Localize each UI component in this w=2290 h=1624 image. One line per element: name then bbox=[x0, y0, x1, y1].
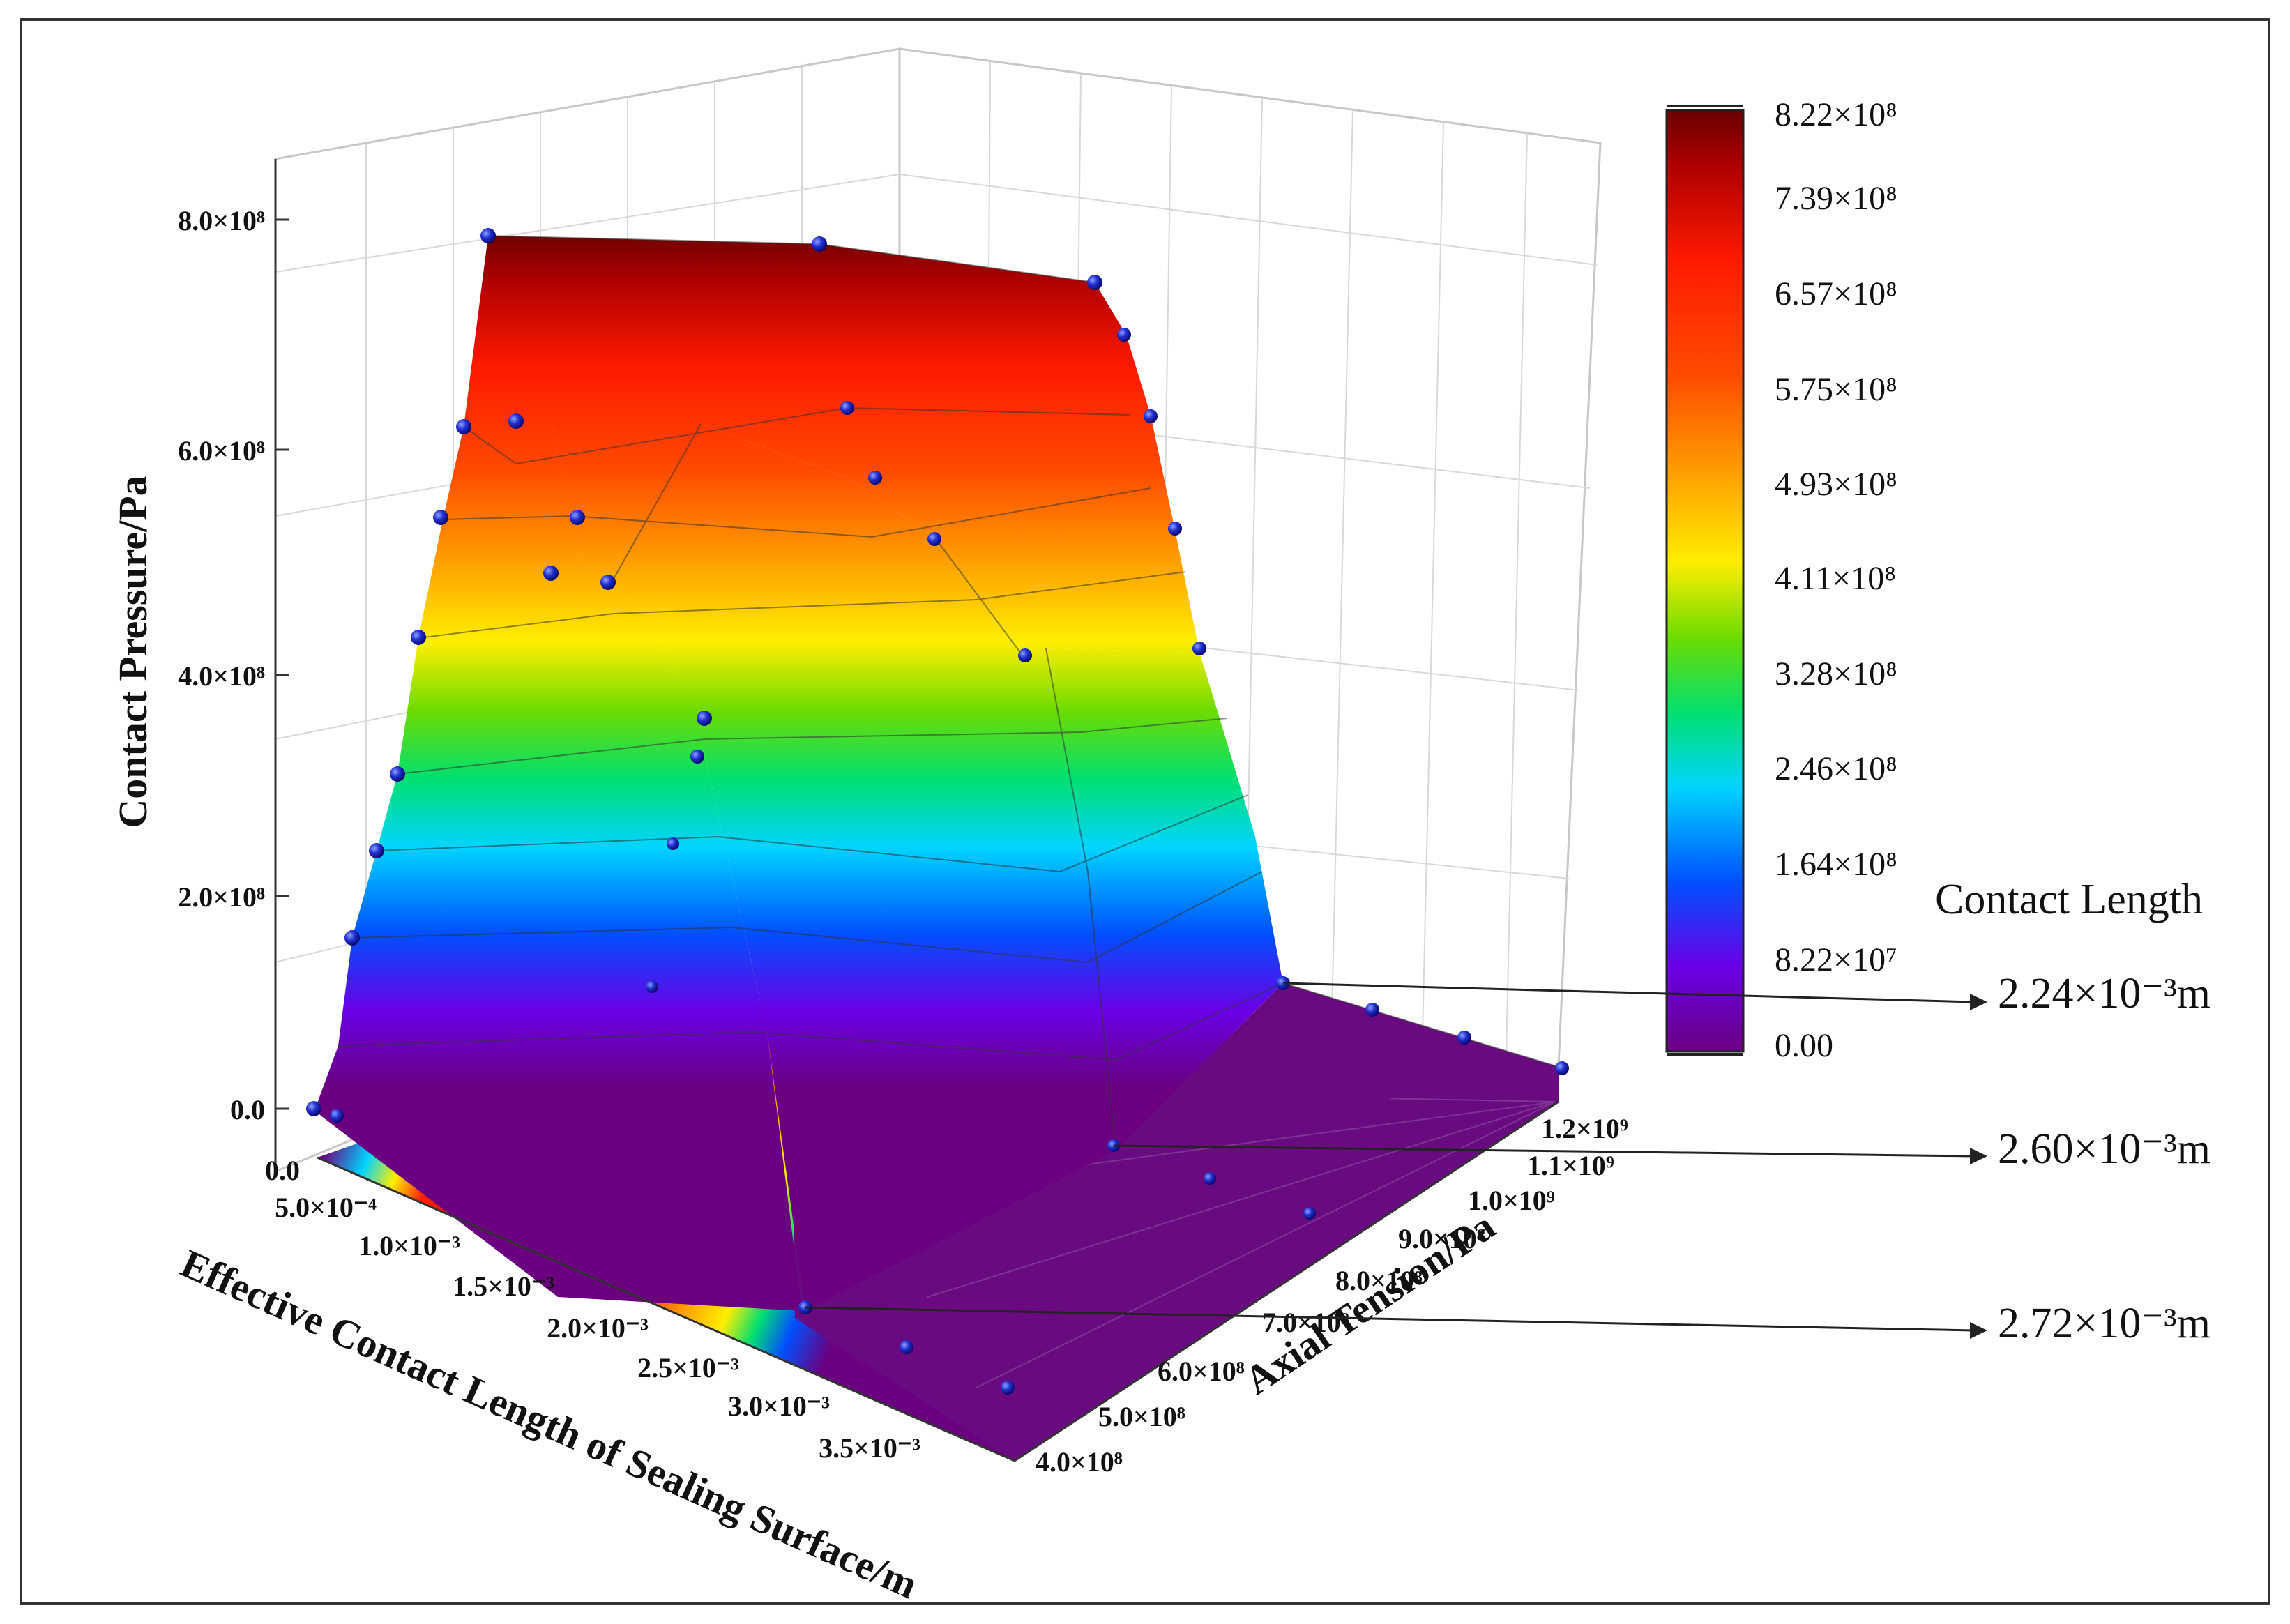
y-tick-label: 1.1×10⁹ bbox=[1527, 1150, 1614, 1181]
marker bbox=[411, 630, 426, 645]
z-tick-label: 2.0×10⁸ bbox=[178, 881, 265, 913]
colorbar-label: 8.22×10⁷ bbox=[1775, 941, 1897, 978]
marker bbox=[344, 930, 360, 946]
marker bbox=[456, 419, 471, 434]
colorbar-label: 4.93×10⁸ bbox=[1775, 466, 1897, 503]
marker bbox=[667, 837, 679, 850]
x-tick-label: 0.0 bbox=[265, 1155, 300, 1186]
y-tick-label: 1.0×10⁹ bbox=[1468, 1185, 1555, 1216]
annotation-label: 2.60×10⁻³m bbox=[1998, 1125, 2211, 1173]
colorbar-label: 7.39×10⁸ bbox=[1775, 180, 1897, 217]
z-tick-label: 4.0×10⁸ bbox=[178, 660, 265, 692]
z-tick-label: 0.0 bbox=[230, 1094, 265, 1125]
marker bbox=[330, 1109, 344, 1123]
colorbar-label: 4.11×10⁸ bbox=[1775, 560, 1896, 597]
annotation-label: 2.24×10⁻³m bbox=[1998, 970, 2211, 1017]
marker bbox=[1087, 275, 1102, 290]
colorbar-label: 5.75×10⁸ bbox=[1775, 371, 1897, 408]
marker bbox=[1168, 522, 1182, 536]
z-axis-title: Contact Pressure/Pa bbox=[110, 476, 156, 828]
marker bbox=[543, 566, 559, 581]
colorbar-label: 1.64×10⁸ bbox=[1775, 846, 1897, 883]
marker bbox=[1204, 1172, 1216, 1185]
colorbar-label: 8.22×10⁸ bbox=[1775, 96, 1897, 133]
colorbar-label: 2.46×10⁸ bbox=[1775, 750, 1897, 787]
annotation-label: 2.72×10⁻³m bbox=[1998, 1300, 2211, 1347]
x-tick-label: 2.5×10⁻³ bbox=[637, 1352, 739, 1383]
marker bbox=[390, 766, 405, 782]
marker bbox=[433, 510, 448, 525]
marker bbox=[840, 401, 854, 415]
marker bbox=[570, 510, 585, 525]
y-tick-label: 4.0×10⁸ bbox=[1036, 1446, 1123, 1478]
colorbar-label: 6.57×10⁸ bbox=[1775, 275, 1897, 312]
colorbar-gradient bbox=[1665, 109, 1745, 1053]
marker bbox=[600, 575, 616, 590]
y-tick-label: 8.0×10⁸ bbox=[1335, 1265, 1423, 1296]
x-tick-label: 3.0×10⁻³ bbox=[728, 1390, 830, 1422]
y-tick-label: 5.0×10⁸ bbox=[1098, 1401, 1185, 1432]
marker bbox=[1144, 409, 1158, 423]
marker bbox=[812, 236, 827, 252]
z-tick-label: 8.0×10⁸ bbox=[178, 205, 265, 236]
marker bbox=[369, 843, 384, 858]
colorbar-label: 0.00 bbox=[1775, 1027, 1833, 1064]
marker bbox=[508, 413, 524, 429]
x-tick-label: 1.5×10⁻³ bbox=[453, 1270, 554, 1302]
y-tick-label: 9.0×10⁸ bbox=[1398, 1223, 1485, 1254]
surface bbox=[315, 235, 1559, 1311]
annotation-title: Contact Length bbox=[1935, 876, 2203, 923]
marker bbox=[1303, 1207, 1316, 1220]
x-tick-label: 3.5×10⁻³ bbox=[819, 1432, 920, 1464]
z-axis: 8.0×10⁸ 6.0×10⁸ 4.0×10⁸ 2.0×10⁸ 0.0 Cont… bbox=[110, 159, 289, 1171]
marker bbox=[480, 228, 496, 243]
marker bbox=[1457, 1031, 1471, 1045]
x-tick-label: 2.0×10⁻³ bbox=[547, 1312, 649, 1344]
figure-border bbox=[20, 18, 2270, 1605]
marker bbox=[1555, 1061, 1569, 1075]
marker bbox=[690, 750, 704, 764]
x-tick-label: 1.0×10⁻³ bbox=[358, 1230, 460, 1261]
y-tick-label: 7.0×10⁸ bbox=[1262, 1307, 1349, 1338]
y-tick-label: 6.0×10⁸ bbox=[1158, 1356, 1245, 1387]
top-plateau bbox=[488, 236, 1199, 659]
colorbar-label: 3.28×10⁸ bbox=[1775, 655, 1897, 692]
marker bbox=[1192, 642, 1206, 655]
z-tick-label: 6.0×10⁸ bbox=[178, 435, 265, 466]
marker bbox=[927, 532, 941, 546]
marker bbox=[1001, 1381, 1015, 1395]
x-tick-label: 5.0×10⁻⁴ bbox=[275, 1192, 377, 1223]
data-markers bbox=[306, 228, 1569, 1395]
marker bbox=[1365, 1003, 1379, 1017]
marker bbox=[306, 1101, 321, 1116]
marker bbox=[868, 471, 882, 485]
marker bbox=[646, 980, 658, 993]
marker bbox=[900, 1340, 913, 1354]
contact-length-annotations: Contact Length 2.24×10⁻³m 2.60×10⁻³m 2.7… bbox=[805, 876, 2211, 1347]
marker bbox=[697, 711, 712, 726]
colorbar: 8.22×10⁸ 7.39×10⁸ 6.57×10⁸ 5.75×10⁸ 4.93… bbox=[1665, 96, 1897, 1064]
tail-plateau-right bbox=[1116, 983, 1559, 1151]
marker bbox=[1018, 648, 1032, 662]
y-tick-label: 1.2×10⁹ bbox=[1541, 1113, 1628, 1144]
marker bbox=[1117, 328, 1131, 342]
middle-fold bbox=[551, 418, 1283, 1311]
